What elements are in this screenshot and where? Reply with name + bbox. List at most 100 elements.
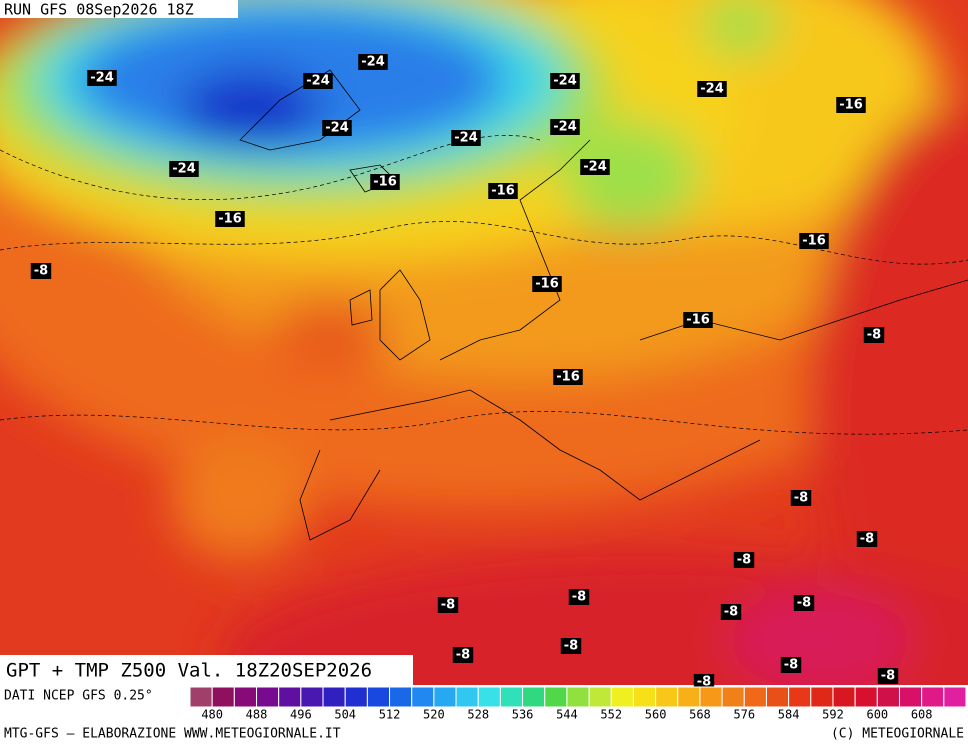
scale-swatch (256, 686, 280, 708)
scale-swatch (566, 686, 590, 708)
contour-label: -8 (564, 639, 578, 654)
contour-label: -8 (697, 675, 711, 690)
contour-label-box (720, 604, 742, 620)
scale-swatch (344, 686, 368, 708)
scale-swatch (610, 686, 634, 708)
scale-swatch (943, 686, 967, 708)
scale-swatch (832, 686, 856, 708)
scale-tick-label: 552 (600, 708, 622, 722)
contour-label: -24 (583, 160, 607, 175)
contour-label-box (30, 263, 52, 279)
scale-tick-label: 512 (379, 708, 401, 722)
contour-label: -16 (686, 313, 710, 328)
scale-swatch (632, 686, 657, 708)
scale-tick-label: 496 (290, 708, 312, 722)
contour-label: -8 (881, 669, 895, 684)
contour-label: -24 (306, 74, 330, 89)
contour-label-box (437, 597, 459, 613)
contour-label-box (683, 312, 713, 328)
scale-tick-label: 536 (512, 708, 534, 722)
contour-label-box (370, 174, 400, 190)
contour-label-box (693, 674, 715, 690)
scale-tick-label: 600 (866, 708, 888, 722)
contour-label-box (856, 531, 878, 547)
contour-label: -8 (737, 553, 751, 568)
scale-swatch (765, 686, 790, 708)
contour-label: -24 (172, 162, 196, 177)
scale-tick-label: 568 (689, 708, 711, 722)
contour-label: -24 (553, 120, 577, 135)
contour-label-box (836, 97, 866, 113)
scale-swatch (655, 686, 679, 708)
contour-label: -8 (724, 605, 738, 620)
contour-label: -8 (441, 598, 455, 613)
scale-swatch (721, 686, 745, 708)
contour-label-box (550, 73, 580, 89)
scale-swatch (522, 686, 546, 708)
contour-label-box (790, 490, 812, 506)
scale-swatch (588, 686, 612, 708)
run-label: RUN GFS 08Sep2026 18Z (4, 1, 194, 19)
contour-label: -8 (34, 264, 48, 279)
contour-label-box (793, 595, 815, 611)
scale-swatch (699, 686, 723, 708)
contour-label-box (799, 233, 829, 249)
scale-tick-label: 488 (246, 708, 268, 722)
scale-tick-label: 584 (778, 708, 800, 722)
contour-label-box (451, 130, 481, 146)
scale-swatch (366, 686, 391, 708)
contour-label: -8 (797, 596, 811, 611)
contour-label: -16 (491, 184, 515, 199)
scale-swatch (389, 686, 413, 708)
scale-swatch (233, 686, 258, 708)
footer-left: MTG-GFS – ELABORAZIONE WWW.METEOGIORNALE… (4, 727, 341, 742)
caption-box (0, 655, 413, 685)
scale-swatch (788, 686, 812, 708)
scale-swatch (544, 686, 568, 708)
contour-label-box (452, 647, 474, 663)
contour-label-box (87, 70, 117, 86)
source-label: DATI NCEP GFS 0.25° (4, 689, 153, 704)
contour-label-box (877, 668, 899, 684)
scale-swatch (810, 686, 834, 708)
contour-label: -8 (860, 532, 874, 547)
scale-tick-label: 504 (334, 708, 356, 722)
scale-tick-label: 528 (467, 708, 489, 722)
scale-tick-label: 520 (423, 708, 445, 722)
scale-tick-label: 592 (822, 708, 844, 722)
contour-label: -24 (90, 71, 114, 86)
contour-label: -24 (325, 121, 349, 136)
contour-label-box (580, 159, 610, 175)
contour-label: -8 (784, 658, 798, 673)
contour-label-box (532, 276, 562, 292)
run-box (0, 0, 238, 18)
scale-swatch (300, 686, 324, 708)
contour-label: -24 (553, 74, 577, 89)
scale-tick-label: 560 (645, 708, 667, 722)
contour-label: -16 (802, 234, 826, 249)
contour-label: -16 (839, 98, 863, 113)
contour-label-box (568, 589, 590, 605)
scale-tick-label: 576 (733, 708, 755, 722)
scale-swatch (898, 686, 923, 708)
scale-tick-label: 608 (911, 708, 933, 722)
scale-swatch (411, 686, 435, 708)
contour-label: -16 (535, 277, 559, 292)
contour-label-box (560, 638, 582, 654)
scale-swatch (876, 686, 900, 708)
contour-label-box (169, 161, 199, 177)
contour-label: -8 (867, 328, 881, 343)
scale-swatch (677, 686, 701, 708)
contour-label: -16 (218, 212, 242, 227)
scale-swatch (921, 686, 945, 708)
contour-label-box (733, 552, 755, 568)
scale-tick-label: 480 (201, 708, 223, 722)
contour-label: -16 (373, 175, 397, 190)
contour-label-box (215, 211, 245, 227)
scale-swatch (854, 686, 878, 708)
scale-tick-label: 544 (556, 708, 578, 722)
contour-label: -24 (700, 82, 724, 97)
